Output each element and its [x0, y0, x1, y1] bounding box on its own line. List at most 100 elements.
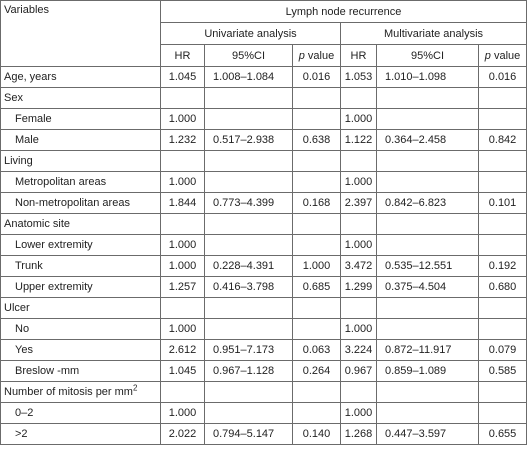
multivariate-hr-cell	[340, 381, 377, 403]
row-label: Female	[0, 108, 161, 130]
univariate-ci-cell	[204, 87, 293, 109]
multivariate-ci-cell	[376, 150, 479, 172]
multivariate-p-cell	[477, 171, 527, 193]
multivariate-hr-cell: 1.299	[340, 276, 377, 298]
univariate-ci-header: 95%CI	[204, 44, 293, 67]
row-label: Ulcer	[0, 297, 161, 319]
row-label-text: Number of mitosis per mm	[4, 386, 133, 398]
multivariate-p-cell: 0.079	[477, 339, 527, 361]
univariate-p-cell	[292, 381, 341, 403]
section-row: Living	[0, 150, 527, 172]
multivariate-hr-cell	[340, 150, 377, 172]
multivariate-ci-cell: 0.842–6.823	[376, 192, 479, 214]
row-label: Age, years	[0, 66, 161, 88]
row-label: Sex	[0, 87, 161, 109]
univariate-hr-cell: 2.022	[160, 423, 205, 445]
multivariate-ci-cell: 0.535–12.551	[376, 255, 479, 277]
row-label-text: Ulcer	[4, 302, 30, 314]
univariate-hr-cell	[160, 213, 205, 235]
row-label-text: Sex	[4, 92, 23, 104]
multivariate-ci-cell: 0.859–1.089	[376, 360, 479, 382]
univariate-hr-cell: 2.612	[160, 339, 205, 361]
multivariate-ci-cell: 0.375–4.504	[376, 276, 479, 298]
multivariate-hr-cell: 1.000	[340, 171, 377, 193]
row-label-text: Upper extremity	[15, 281, 93, 293]
row-label-text: 0–2	[15, 407, 34, 419]
multivariate-p-cell	[477, 402, 527, 424]
multivariate-ci-cell	[376, 402, 479, 424]
univariate-ci-cell	[204, 402, 293, 424]
table-body: Age, years 1.045 1.008–1.084 0.016 1.053 1.01…	[0, 66, 527, 445]
row-label: Upper extremity	[0, 276, 161, 298]
multivariate-p-cell	[477, 150, 527, 172]
univariate-p-cell: 1.000	[292, 255, 341, 277]
section-row: Sex	[0, 87, 527, 109]
multivariate-p-header: p value	[477, 44, 527, 67]
table-row: Age, years 1.045 1.008–1.084 0.016 1.053 1.01…	[0, 66, 527, 88]
univariate-ci-cell: 0.794–5.147	[204, 423, 293, 445]
group-header: Lymph node recurrence	[159, 0, 527, 23]
multivariate-hr-cell	[340, 297, 377, 319]
multivariate-ci-cell	[376, 318, 479, 340]
multivariate-hr-cell: 1.053	[340, 66, 377, 88]
multivariate-p-cell: 0.842	[477, 129, 527, 151]
multivariate-header: Multivariate analysis	[339, 22, 527, 45]
header-row-1: Variables Lymph node recurrence	[0, 0, 527, 67]
row-label: 0–2	[0, 402, 161, 424]
p-italic: p	[298, 49, 305, 62]
section-row: Anatomic site	[0, 213, 527, 235]
univariate-hr-cell: 1.844	[160, 192, 205, 214]
multivariate-p-cell: 0.101	[477, 192, 527, 214]
multivariate-hr-cell: 1.122	[340, 129, 377, 151]
p-rest: value	[304, 49, 335, 62]
univariate-p-cell	[292, 171, 341, 193]
row-label: >2	[0, 423, 161, 445]
row-label-superscript: 2	[132, 383, 138, 393]
multivariate-p-cell	[477, 297, 527, 319]
multivariate-ci-cell: 0.447–3.597	[376, 423, 479, 445]
multivariate-hr-cell: 1.000	[340, 234, 377, 256]
row-label: No	[0, 318, 161, 340]
multivariate-p-cell	[477, 381, 527, 403]
row-label-text: Anatomic site	[4, 218, 71, 230]
univariate-p-cell: 0.685	[292, 276, 341, 298]
p-italic: p	[484, 49, 491, 62]
row-label-text: Male	[15, 134, 39, 146]
multivariate-ci-cell	[376, 108, 479, 130]
univariate-ci-cell: 0.773–4.399	[204, 192, 293, 214]
univariate-p-header: p value	[292, 44, 341, 67]
univariate-ci-cell	[204, 171, 293, 193]
row-label: Yes	[0, 339, 161, 361]
univariate-p-cell	[292, 87, 341, 109]
multivariate-p-cell	[477, 213, 527, 235]
univariate-p-cell: 0.264	[292, 360, 341, 382]
variables-header: Variables	[0, 0, 161, 67]
row-label-text: Non-metropolitan areas	[15, 197, 130, 209]
table-row: 0–2 1.000 1.000	[0, 402, 527, 424]
table-row: Breslow -mm 1.045 0.967–1.128 0.264 0.967 0.8…	[0, 360, 527, 382]
univariate-ci-cell: 0.416–3.798	[204, 276, 293, 298]
row-label: Male	[0, 129, 161, 151]
univariate-hr-cell: 1.045	[160, 66, 205, 88]
row-label-text: Metropolitan areas	[15, 176, 107, 188]
table-row: >2 2.022 0.794–5.147 0.140 1.268 0.447–3.597 0…	[0, 423, 527, 445]
multivariate-p-cell: 0.655	[477, 423, 527, 445]
univariate-hr-cell: 1.000	[160, 171, 205, 193]
multivariate-p-cell: 0.680	[477, 276, 527, 298]
multivariate-hr-cell: 1.000	[340, 108, 377, 130]
p-rest: value	[490, 49, 521, 62]
table-row: Upper extremity 1.257 0.416–3.798 0.685 1.29…	[0, 276, 527, 298]
univariate-ci-cell: 0.228–4.391	[204, 255, 293, 277]
univariate-hr-cell: 1.000	[160, 255, 205, 277]
univariate-p-cell	[292, 213, 341, 235]
univariate-ci-cell	[204, 381, 293, 403]
univariate-ci-cell	[204, 297, 293, 319]
multivariate-p-cell	[477, 234, 527, 256]
row-label: Trunk	[0, 255, 161, 277]
multivariate-hr-cell	[340, 213, 377, 235]
univariate-ci-cell: 1.008–1.084	[204, 66, 293, 88]
multivariate-ci-cell	[376, 381, 479, 403]
multivariate-ci-cell	[376, 87, 479, 109]
multivariate-p-cell	[477, 87, 527, 109]
univariate-p-cell	[292, 150, 341, 172]
